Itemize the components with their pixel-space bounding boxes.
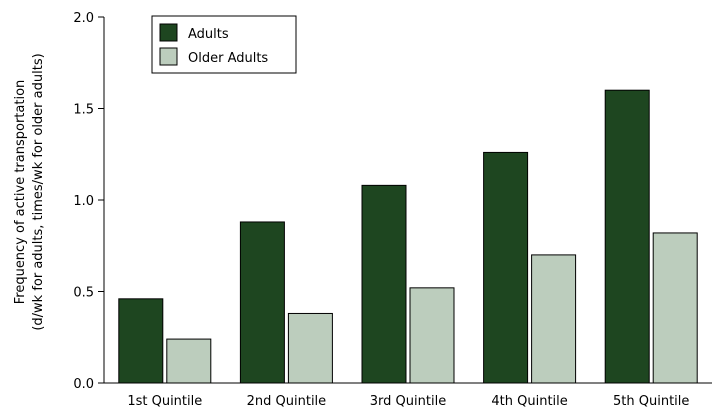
legend-label-older-adults: Older Adults xyxy=(188,51,268,66)
x-tick-label: 3rd Quintile xyxy=(370,394,446,409)
bar-older-adults-2 xyxy=(287,312,333,384)
y-tick-label: 1.5 xyxy=(73,103,94,118)
x-tick-label: 5th Quintile xyxy=(613,394,689,409)
bar-older-adults-4 xyxy=(531,254,577,384)
y-tick-label: 0.0 xyxy=(73,377,94,392)
x-tick-label: 1st Quintile xyxy=(127,394,202,409)
bar-older-adults-1 xyxy=(166,338,212,384)
legend-swatch-adults xyxy=(159,23,178,42)
x-axis-ticks: 1st Quintile 2nd Quintile 3rd Quintile 4th … xyxy=(127,394,689,409)
bar-adults-1 xyxy=(118,298,164,384)
legend-label-adults: Adults xyxy=(188,27,229,42)
y-axis-title-line-2: (d/wk for adults, times/wk for older adu… xyxy=(31,53,46,330)
y-axis-title-line-1: Frequency of active transportation xyxy=(13,80,28,305)
x-tick-label: 2nd Quintile xyxy=(247,394,327,409)
y-axis-ticks: 0.0 0.5 1.0 1.5 2.0 xyxy=(73,11,104,392)
bar-adults-2 xyxy=(239,221,285,384)
bar-adults-3 xyxy=(361,184,407,384)
y-tick-label: 0.5 xyxy=(73,286,94,301)
y-tick-label: 1.0 xyxy=(73,194,94,209)
bars xyxy=(118,89,698,384)
bar-adults-4 xyxy=(483,151,529,384)
bar-older-adults-5 xyxy=(652,232,698,384)
bar-adults-5 xyxy=(604,89,650,384)
legend-swatch-older-adults xyxy=(159,47,178,66)
y-tick-label: 2.0 xyxy=(73,11,94,26)
bar-older-adults-3 xyxy=(409,287,455,384)
x-tick-label: 4th Quintile xyxy=(491,394,567,409)
legend: Adults Older Adults xyxy=(151,15,297,74)
y-axis-title: Frequency of active transportation (d/wk… xyxy=(13,53,46,330)
